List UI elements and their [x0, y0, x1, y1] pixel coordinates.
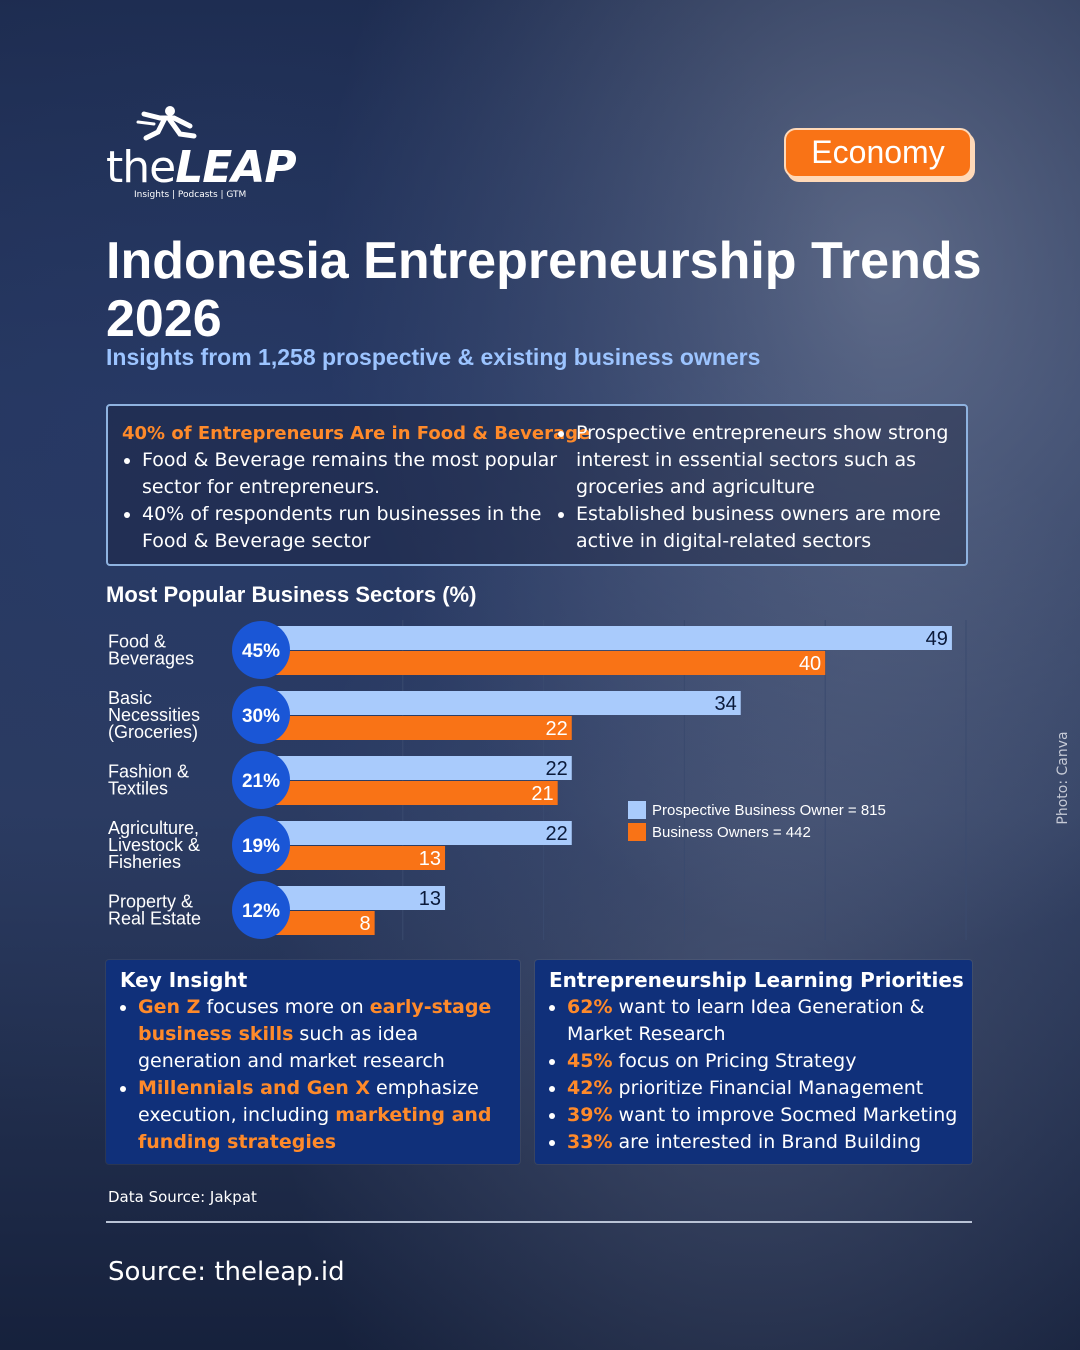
legend-label: Prospective Business Owner = 815 [652, 802, 886, 819]
legend-swatch [628, 823, 646, 841]
bar-value-label: 13 [419, 888, 441, 910]
key-insight-item: Gen Z focuses more on early-stage busine… [138, 994, 514, 1075]
learning-priorities-list: 62% want to learn Idea Generation & Mark… [547, 994, 967, 1156]
bar-value-label: 8 [360, 913, 371, 935]
photo-credit: Photo: Canva [1055, 731, 1071, 825]
brand-wordmark: theLEAP [106, 142, 297, 193]
category-badge: Economy [784, 128, 972, 178]
category-label: Textiles [108, 779, 168, 799]
legend-label: Business Owners = 442 [652, 824, 811, 841]
bar-value-label: 21 [531, 783, 553, 805]
findings-right-column: Prospective entrepreneurs show strong in… [556, 420, 956, 555]
overall-share-label: 30% [242, 706, 280, 727]
bar-value-label: 34 [714, 693, 736, 715]
overall-share-circle [232, 751, 290, 809]
bar-value-label: 22 [546, 758, 568, 780]
learning-priorities-heading: Entrepreneurship Learning Priorities [549, 968, 964, 992]
overall-share-circle [232, 816, 290, 874]
bar [262, 846, 446, 870]
footer-source: Source: theleap.id [108, 1257, 345, 1287]
data-source: Data Source: Jakpat [108, 1188, 257, 1206]
bar [262, 886, 446, 910]
overall-share-label: 21% [242, 771, 280, 792]
findings-item: Food & Beverage remains the most popular… [142, 447, 558, 501]
category-label: Livestock & [108, 835, 200, 855]
category-label: Fisheries [108, 852, 181, 872]
category-label: Property & [108, 892, 193, 912]
findings-item: Established business owners are more act… [576, 501, 956, 555]
key-insight-list: Gen Z focuses more on early-stage busine… [118, 994, 514, 1156]
category-label: Real Estate [108, 909, 201, 929]
bar [262, 821, 572, 845]
footer-divider [106, 1221, 972, 1223]
bar-value-label: 22 [546, 823, 568, 845]
learning-priorities-panel: Entrepreneurship Learning Priorities 62%… [535, 960, 972, 1164]
learning-priority-item: 33% are interested in Brand Building [567, 1129, 967, 1156]
category-label: Necessities [108, 705, 200, 725]
bar [262, 651, 826, 675]
chart-heading: Most Popular Business Sectors (%) [106, 582, 477, 607]
sector-bar-chart: Food &Beverages 49 40 45% BasicNecessities(G… [108, 620, 967, 940]
page-title: Indonesia Entrepreneurship Trends 2026 [106, 232, 982, 348]
findings-item: 40% of respondents run businesses in the… [142, 501, 558, 555]
findings-heading: 40% of Entrepreneurs Are in Food & Bever… [122, 423, 591, 444]
overall-share-circle [232, 686, 290, 744]
bar-value-label: 13 [419, 848, 441, 870]
category-label: Fashion & [108, 762, 189, 782]
learning-priority-item: 62% want to learn Idea Generation & Mark… [567, 994, 967, 1048]
category-label: (Groceries) [108, 722, 198, 742]
category-label: Basic [108, 688, 152, 708]
bar [262, 756, 572, 780]
learning-priority-item: 42% prioritize Financial Management [567, 1075, 967, 1102]
findings-box: 40% of Entrepreneurs Are in Food & Bever… [106, 404, 968, 566]
category-label: Food & [108, 632, 166, 652]
key-insight-panel: Key Insight Gen Z focuses more on early-… [106, 960, 520, 1164]
category-label: Beverages [108, 649, 194, 669]
bar [262, 691, 741, 715]
legend-swatch [628, 801, 646, 819]
brand-logo: theLEAP Insights | Podcasts | GTM [106, 104, 297, 200]
key-insight-heading: Key Insight [120, 968, 248, 992]
overall-share-label: 19% [242, 836, 280, 857]
bar-value-label: 22 [546, 718, 568, 740]
findings-left-column: 40% of Entrepreneurs Are in Food & Bever… [122, 420, 591, 555]
bar-value-label: 40 [799, 653, 821, 675]
learning-priority-item: 45% focus on Pricing Strategy [567, 1048, 967, 1075]
runner-icon [136, 106, 197, 141]
bar [262, 626, 952, 650]
overall-share-label: 45% [242, 641, 280, 662]
brand-tagline: Insights | Podcasts | GTM [134, 190, 247, 200]
bar-value-label: 49 [926, 628, 948, 650]
bar [262, 781, 558, 805]
learning-priority-item: 39% want to improve Socmed Marketing [567, 1102, 967, 1129]
key-insight-item: Millennials and Gen X emphasize executio… [138, 1075, 514, 1156]
overall-share-label: 12% [242, 901, 280, 922]
page-subtitle: Insights from 1,258 prospective & existi… [106, 344, 761, 370]
bar [262, 716, 572, 740]
category-label: Agriculture, [108, 818, 199, 838]
overall-share-circle [232, 621, 290, 679]
overall-share-circle [232, 881, 290, 939]
findings-item: Prospective entrepreneurs show strong in… [576, 420, 956, 501]
